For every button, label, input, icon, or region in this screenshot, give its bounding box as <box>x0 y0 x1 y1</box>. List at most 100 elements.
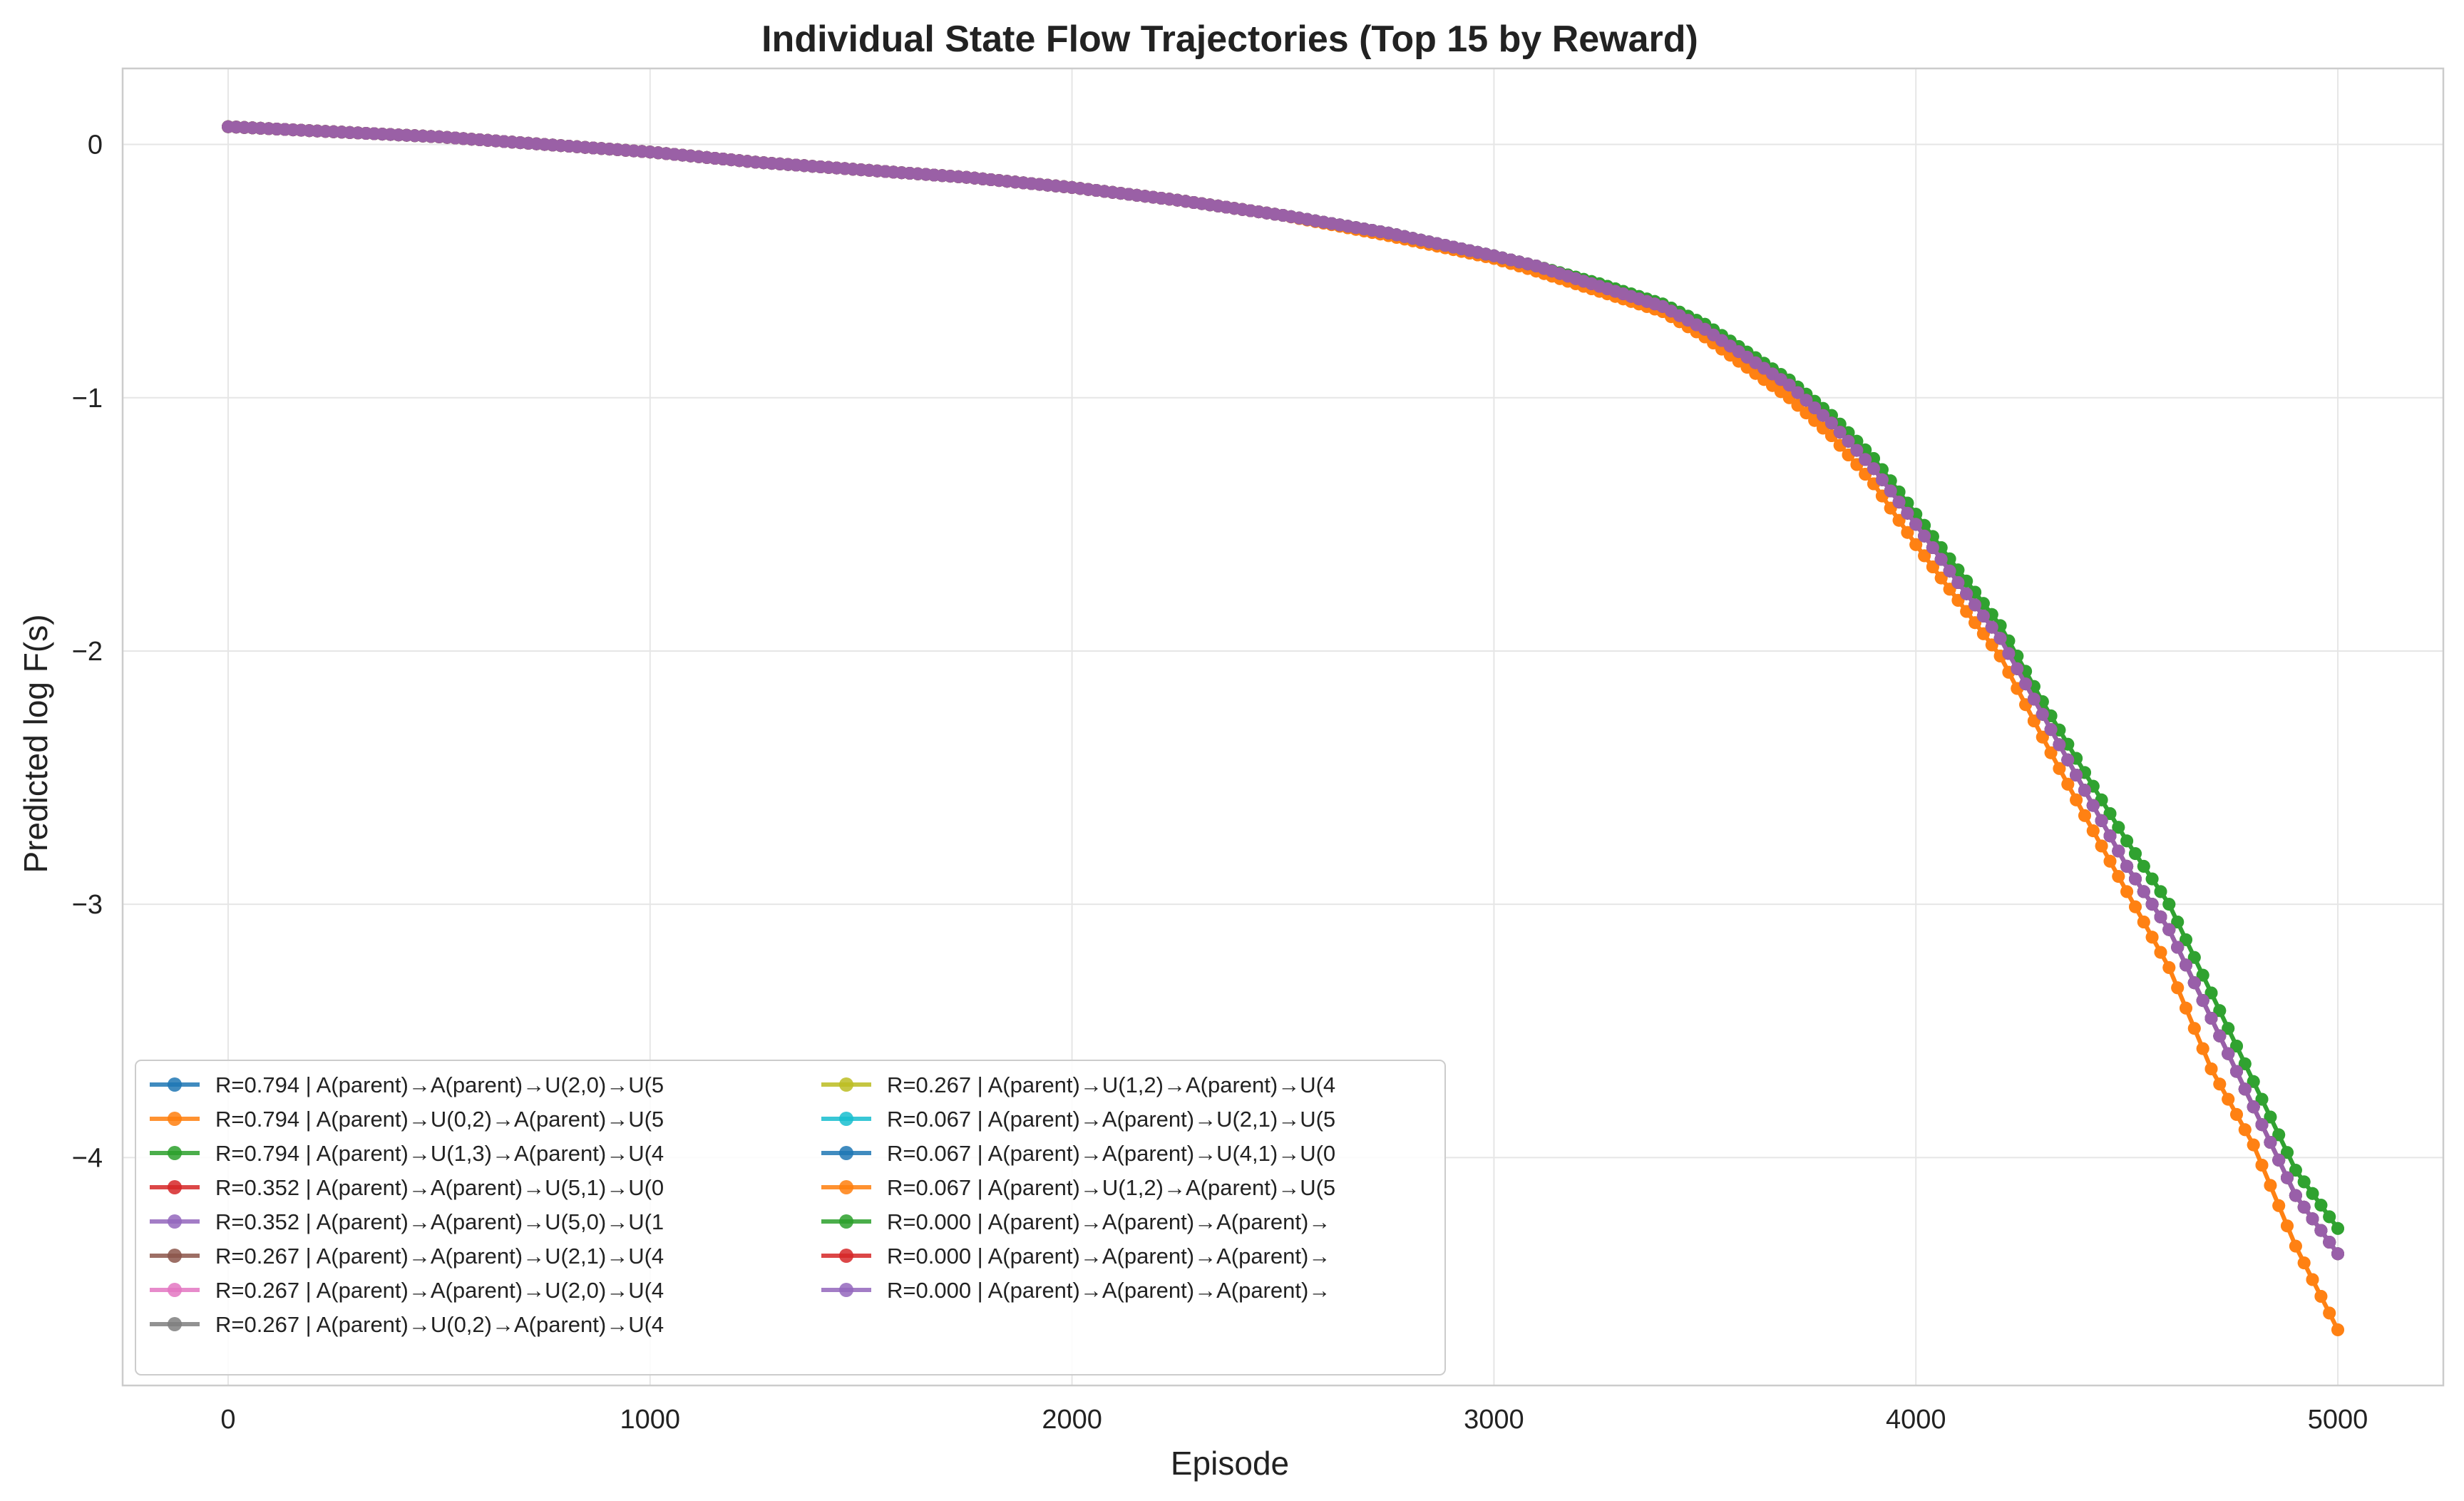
data-point <box>1901 526 1914 539</box>
legend-item: R=0.067 | A(parent)→U(1,2)→A(parent)→U(5 <box>821 1175 1335 1200</box>
data-point <box>2255 1159 2269 1172</box>
data-point <box>2154 946 2167 959</box>
data-point <box>2289 1189 2302 1202</box>
data-point <box>2187 976 2201 990</box>
data-point <box>1884 484 1897 498</box>
data-point <box>2272 1153 2286 1167</box>
data-point <box>1808 401 1822 414</box>
data-point <box>2112 870 2125 883</box>
legend-item: R=0.267 | A(parent)→U(1,2)→A(parent)→U(4 <box>821 1072 1335 1097</box>
data-point <box>2187 1022 2201 1035</box>
data-point <box>2238 1123 2252 1137</box>
data-point <box>2196 968 2209 982</box>
legend-item: R=0.000 | A(parent)→A(parent)→A(parent)→ <box>821 1278 1330 1303</box>
legend-marker <box>168 1146 182 1160</box>
x-tick-label: 4000 <box>1886 1405 1946 1435</box>
data-point <box>2331 1247 2344 1261</box>
legend-label: R=0.352 | A(parent)→A(parent)→U(5,0)→U(1 <box>215 1209 664 1234</box>
legend-label: R=0.067 | A(parent)→A(parent)→U(4,1)→U(0 <box>887 1141 1335 1166</box>
data-point <box>2171 941 2185 954</box>
x-tick-label: 1000 <box>620 1405 680 1435</box>
data-point <box>2323 1236 2336 1249</box>
x-tick-label: 3000 <box>1464 1405 1524 1435</box>
legend-item: R=0.267 | A(parent)→A(parent)→U(2,1)→U(4 <box>150 1244 664 1269</box>
legend-item: R=0.352 | A(parent)→A(parent)→U(5,1)→U(0 <box>150 1175 664 1200</box>
data-point <box>2129 872 2142 886</box>
data-point <box>1892 513 1906 527</box>
data-point <box>2171 916 2185 928</box>
data-point <box>2120 859 2134 873</box>
x-axis-label: Episode <box>1171 1445 1289 1482</box>
data-point <box>1960 587 1973 600</box>
data-point <box>2314 1199 2328 1212</box>
data-point <box>2289 1164 2302 1177</box>
data-point <box>2180 958 2192 972</box>
legend-label: R=0.067 | A(parent)→A(parent)→U(2,1)→U(5 <box>887 1107 1335 1132</box>
legend-label: R=0.000 | A(parent)→A(parent)→A(parent)→ <box>887 1244 1330 1269</box>
data-point <box>2196 1042 2209 1055</box>
data-point <box>2137 885 2150 898</box>
data-point <box>2044 746 2058 759</box>
data-point <box>2180 1001 2192 1015</box>
data-point <box>1951 576 1965 589</box>
data-point <box>2213 1077 2227 1091</box>
legend-box <box>135 1060 1446 1376</box>
legend-marker <box>839 1146 853 1160</box>
legend-label: R=0.352 | A(parent)→A(parent)→U(5,1)→U(0 <box>215 1175 664 1200</box>
data-point <box>2306 1212 2319 1226</box>
data-point <box>2078 809 2091 822</box>
data-point <box>2204 986 2218 1000</box>
data-point <box>2297 1256 2311 1270</box>
data-point <box>2120 885 2134 898</box>
legend-marker <box>839 1249 853 1263</box>
data-point <box>2289 1239 2302 1253</box>
legend-item: R=0.067 | A(parent)→A(parent)→U(4,1)→U(0 <box>821 1141 1335 1166</box>
data-point <box>2196 994 2209 1008</box>
data-point <box>2314 1290 2328 1303</box>
legend-item: R=0.267 | A(parent)→U(0,2)→A(parent)→U(4 <box>150 1312 664 1337</box>
data-point <box>2044 723 2058 737</box>
legend-item: R=0.352 | A(parent)→A(parent)→U(5,0)→U(1 <box>150 1209 664 1234</box>
data-point <box>2027 692 2040 706</box>
data-point <box>2112 844 2125 858</box>
data-point <box>1833 426 1847 439</box>
axes-frame <box>121 67 2445 1387</box>
data-point <box>2154 885 2167 898</box>
legend-item: R=0.000 | A(parent)→A(parent)→A(parent)→ <box>821 1244 1330 1269</box>
legend-label: R=0.794 | A(parent)→U(0,2)→A(parent)→U(5 <box>215 1107 664 1132</box>
data-point <box>1985 620 1998 634</box>
data-point <box>1943 564 1956 578</box>
x-tick-label: 2000 <box>1042 1405 1102 1435</box>
data-point <box>2019 677 2033 691</box>
legend-item: R=0.067 | A(parent)→A(parent)→U(2,1)→U(5 <box>821 1107 1335 1132</box>
data-point <box>2331 1323 2344 1336</box>
data-point <box>2162 960 2176 974</box>
data-point <box>2323 1210 2336 1224</box>
legend-marker <box>168 1112 182 1126</box>
data-point <box>2187 951 2201 964</box>
legend-item: R=0.794 | A(parent)→A(parent)→U(2,0)→U(5 <box>150 1072 664 1097</box>
data-point <box>2145 898 2159 911</box>
data-point <box>2162 923 2176 936</box>
data-point <box>2129 900 2142 913</box>
data-point <box>1968 598 1982 612</box>
data-point <box>1993 632 2007 645</box>
data-point <box>1976 609 1990 623</box>
data-point <box>2053 762 2066 775</box>
data-point <box>2272 1199 2286 1212</box>
y-tick-label: −2 <box>72 637 103 667</box>
data-point <box>2255 1118 2269 1132</box>
data-point <box>2053 738 2066 752</box>
legend-label: R=0.000 | A(parent)→A(parent)→A(parent)→ <box>887 1209 1330 1234</box>
data-point <box>2204 1012 2218 1025</box>
legend-marker <box>839 1077 853 1092</box>
data-point <box>2213 1004 2227 1018</box>
data-point <box>1791 386 1805 399</box>
data-point <box>2230 1107 2243 1121</box>
data-point <box>2222 1092 2235 1106</box>
data-point <box>2255 1092 2269 1106</box>
data-point <box>1934 571 1948 585</box>
legend-label: R=0.267 | A(parent)→U(1,2)→A(parent)→U(4 <box>887 1072 1335 1097</box>
legend-item: R=0.794 | A(parent)→U(0,2)→A(parent)→U(5 <box>150 1107 664 1132</box>
y-tick-label: −1 <box>72 384 103 414</box>
